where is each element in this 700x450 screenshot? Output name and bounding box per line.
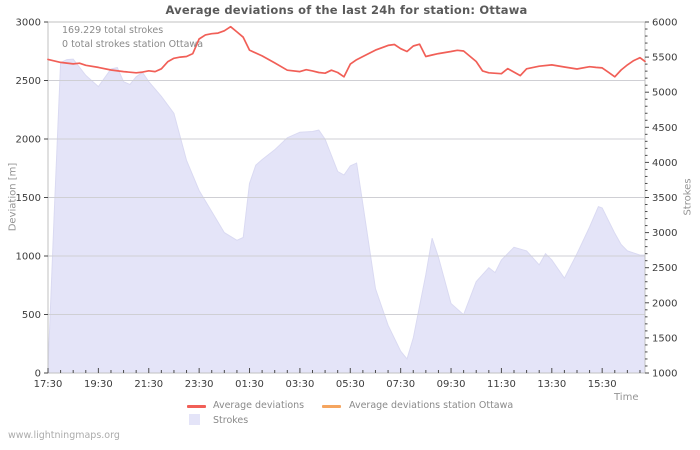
y-left-tick-label: 500 [22,310,41,321]
y-right-tick-label: 1000 [652,369,677,380]
x-tick-label: 21:30 [134,379,163,390]
legend-label-strokes: Strokes [213,415,249,426]
strokes-area [47,58,646,374]
y-left-tick-label: 2000 [16,135,41,146]
y-right-tick-label: 3500 [652,193,677,204]
x-tick-label: 07:30 [386,379,415,390]
y-left-tick-label: 2500 [16,76,41,87]
station-strokes-annotation: 0 total strokes station Ottawa [62,39,204,50]
y-left-axis-title: Deviation [m] [7,162,19,232]
y-right-axis-title: Strokes [682,178,694,216]
y-right-tick-label: 3000 [652,228,677,239]
y-right-tick-label: 4500 [652,123,677,134]
y-right-tick-label: 5000 [652,88,677,99]
average-deviation-line [47,25,646,78]
y-left-tick-label: 1000 [16,252,41,263]
y-left-tick-label: 3000 [16,18,41,29]
x-tick-label: 23:30 [185,379,214,390]
deviation-line-swatch [187,405,206,408]
station-line-swatch [322,405,341,408]
x-tick-label: 05:30 [336,379,365,390]
x-tick-label: 01:30 [235,379,264,390]
chart-title: Average deviations of the last 24h for s… [165,3,528,17]
x-tick-label: 13:30 [537,379,566,390]
y-right-tick-label: 2000 [652,298,677,309]
watermark: www.lightningmaps.org [8,430,120,441]
x-tick-label: 19:30 [84,379,113,390]
total-strokes-annotation: 169.229 total strokes [62,25,164,36]
y-right-tick-label: 1500 [652,333,677,344]
strokes-area-swatch [189,414,200,425]
legend-label-station: Average deviations station Ottawa [349,400,514,411]
y-right-tick-label: 2500 [652,263,677,274]
x-tick-label: 17:30 [34,379,63,390]
y-right-tick-label: 6000 [652,18,677,29]
y-right-tick-label: 5500 [652,53,677,64]
x-tick-label: 03:30 [285,379,314,390]
y-left-tick-label: 0 [35,369,41,380]
legend-label-deviations: Average deviations [213,400,305,411]
x-axis-title: Time [614,392,639,403]
y-left-tick-label: 1500 [16,193,41,204]
x-tick-label: 09:30 [437,379,466,390]
y-right-tick-label: 4000 [652,158,677,169]
x-tick-label: 15:30 [588,379,617,390]
x-tick-label: 11:30 [487,379,516,390]
